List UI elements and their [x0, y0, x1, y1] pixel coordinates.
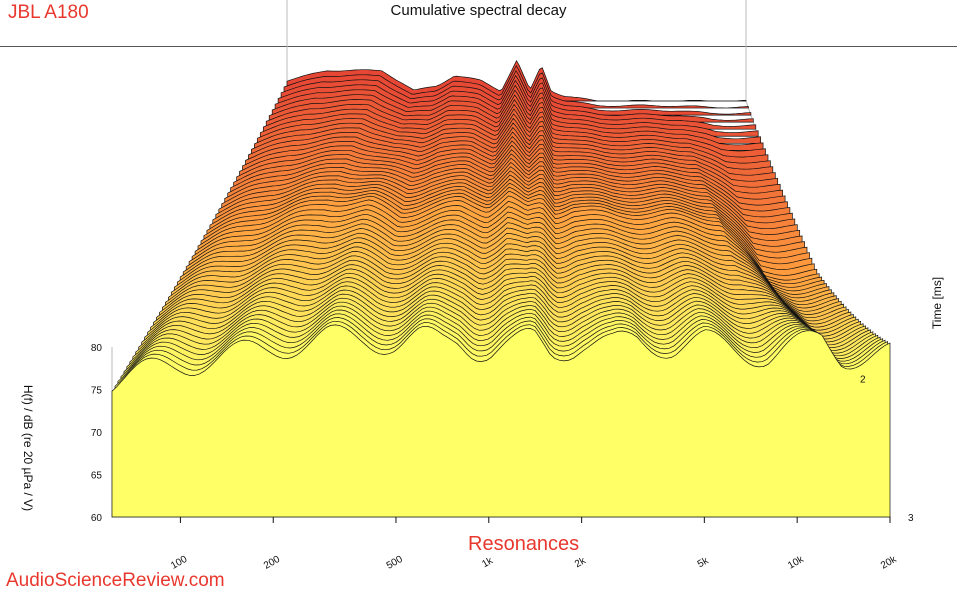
time-axis-label: Time [ms]	[930, 276, 944, 330]
x-tick-label: 5k	[696, 555, 712, 570]
chart-title: Cumulative spectral decay	[390, 2, 567, 19]
y-tick-label: 80	[91, 343, 103, 354]
brand-title: JBL A180	[8, 2, 89, 23]
decay-slices	[111, 59, 891, 518]
x-tick-label: 1k	[480, 555, 496, 570]
time-axis-ticks: 23	[860, 374, 914, 524]
header-divider	[0, 46, 957, 47]
decay-slice	[111, 324, 891, 518]
resonances-annotation: Resonances	[468, 533, 580, 555]
x-tick-label: 200	[262, 554, 282, 572]
y-axis-label: H(f) / dB (re 20 µPa / V)	[21, 384, 35, 512]
y-tick-label: 75	[91, 386, 103, 397]
y-tick-label: 70	[91, 428, 103, 439]
x-tick-label: 20k	[879, 554, 899, 572]
x-tick-label: 500	[385, 554, 405, 572]
x-tick-label: 2k	[573, 555, 589, 570]
y-axis-ticks: 60 65 70 75 80	[91, 343, 103, 524]
x-tick-label: 10k	[786, 554, 806, 572]
site-watermark: AudioScienceReview.com	[6, 570, 225, 591]
y-tick-label: 60	[91, 513, 103, 524]
time-tick-label: 3	[908, 513, 914, 524]
y-tick-label: 65	[91, 471, 103, 482]
time-tick-label: 2	[860, 374, 866, 385]
